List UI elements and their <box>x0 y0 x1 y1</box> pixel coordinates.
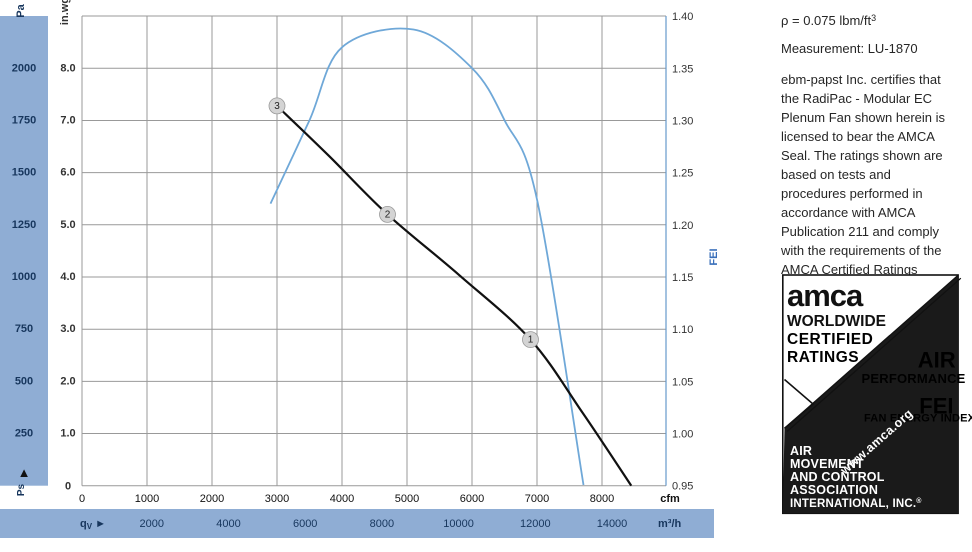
svg-text:1500: 1500 <box>12 167 36 179</box>
svg-text:Measurement: LU-1870: Measurement: LU-1870 <box>781 41 918 56</box>
svg-text:3: 3 <box>274 101 280 112</box>
svg-text:4.0: 4.0 <box>60 271 75 283</box>
svg-text:1: 1 <box>528 335 534 346</box>
svg-text:PERFORMANCE: PERFORMANCE <box>862 371 966 386</box>
svg-text:6.0: 6.0 <box>60 167 75 179</box>
svg-text:3.0: 3.0 <box>60 323 75 335</box>
svg-text:AND CONTROL: AND CONTROL <box>790 470 885 484</box>
svg-text:1750: 1750 <box>12 115 36 127</box>
svg-text:500: 500 <box>15 375 33 387</box>
svg-text:AIR: AIR <box>918 348 956 373</box>
svg-text:qV ►: qV ► <box>80 518 106 531</box>
svg-text:amca: amca <box>787 278 864 313</box>
svg-text:WORLDWIDE: WORLDWIDE <box>787 313 886 330</box>
svg-text:6000: 6000 <box>293 518 317 530</box>
svg-text:FAN ENERGY INDEX: FAN ENERGY INDEX <box>864 412 972 424</box>
svg-text:1.15: 1.15 <box>672 272 693 284</box>
svg-text:2.0: 2.0 <box>60 375 75 387</box>
svg-text:Plenum Fan shown herein is: Plenum Fan shown herein is <box>781 110 946 125</box>
svg-text:RATINGS: RATINGS <box>787 349 859 366</box>
svg-text:0.95: 0.95 <box>672 481 693 493</box>
svg-text:1000: 1000 <box>135 493 159 505</box>
svg-text:cfm: cfm <box>660 493 680 505</box>
svg-text:0: 0 <box>65 481 71 493</box>
svg-text:Seal. The ratings shown are: Seal. The ratings shown are <box>781 148 943 163</box>
svg-text:8.0: 8.0 <box>60 62 75 74</box>
svg-text:the RadiPac - Modular EC: the RadiPac - Modular EC <box>781 91 932 106</box>
svg-text:2: 2 <box>385 210 391 221</box>
svg-text:in.wg: in.wg <box>59 0 71 25</box>
svg-text:1.30: 1.30 <box>672 116 693 128</box>
svg-text:10000: 10000 <box>443 518 474 530</box>
svg-text:4000: 4000 <box>330 493 354 505</box>
svg-text:FEI: FEI <box>708 248 720 265</box>
svg-text:6000: 6000 <box>460 493 484 505</box>
svg-text:5000: 5000 <box>395 493 419 505</box>
svg-text:1.05: 1.05 <box>672 376 693 388</box>
svg-text:1.0: 1.0 <box>60 428 75 440</box>
svg-text:1250: 1250 <box>12 219 36 231</box>
svg-text:8000: 8000 <box>370 518 394 530</box>
svg-text:1.40: 1.40 <box>672 11 693 23</box>
svg-text:1.35: 1.35 <box>672 63 693 75</box>
svg-text:ρ = 0.075 lbm/ft3: ρ = 0.075 lbm/ft3 <box>781 13 876 28</box>
svg-text:m³/h: m³/h <box>658 518 682 530</box>
svg-text:1.25: 1.25 <box>672 168 693 180</box>
svg-text:2000: 2000 <box>200 493 224 505</box>
svg-text:750: 750 <box>15 323 33 335</box>
svg-text:5.0: 5.0 <box>60 219 75 231</box>
svg-text:Publication 211 and comply: Publication 211 and comply <box>781 224 940 239</box>
svg-text:1.00: 1.00 <box>672 429 693 441</box>
svg-text:AIR: AIR <box>790 444 812 458</box>
svg-text:ebm-papst Inc. certifies that: ebm-papst Inc. certifies that <box>781 72 941 87</box>
svg-text:7000: 7000 <box>525 493 549 505</box>
svg-text:licensed to bear the AMCA: licensed to bear the AMCA <box>781 129 935 144</box>
svg-text:0: 0 <box>79 493 85 505</box>
svg-text:Pa: Pa <box>15 3 27 17</box>
svg-text:1.10: 1.10 <box>672 324 693 336</box>
svg-text:2000: 2000 <box>140 518 164 530</box>
svg-text:4000: 4000 <box>216 518 240 530</box>
svg-text:1.20: 1.20 <box>672 220 693 232</box>
svg-text:procedures performed in: procedures performed in <box>781 186 923 201</box>
svg-text:CERTIFIED: CERTIFIED <box>787 331 873 348</box>
svg-text:8000: 8000 <box>590 493 614 505</box>
svg-text:3000: 3000 <box>265 493 289 505</box>
svg-text:accordance with AMCA: accordance with AMCA <box>781 205 916 220</box>
svg-text:▲: ▲ <box>18 465 31 480</box>
svg-text:ASSOCIATION: ASSOCIATION <box>790 483 878 497</box>
svg-text:with the requirements of the: with the requirements of the <box>780 243 941 258</box>
svg-text:12000: 12000 <box>520 518 551 530</box>
svg-text:14000: 14000 <box>597 518 628 530</box>
svg-text:1000: 1000 <box>12 271 36 283</box>
svg-text:2000: 2000 <box>12 62 36 74</box>
svg-text:Ps: Ps <box>16 483 27 496</box>
svg-text:based on tests and: based on tests and <box>781 167 891 182</box>
svg-text:250: 250 <box>15 428 33 440</box>
svg-text:INTERNATIONAL, INC.®: INTERNATIONAL, INC.® <box>790 497 922 510</box>
svg-text:7.0: 7.0 <box>60 115 75 127</box>
